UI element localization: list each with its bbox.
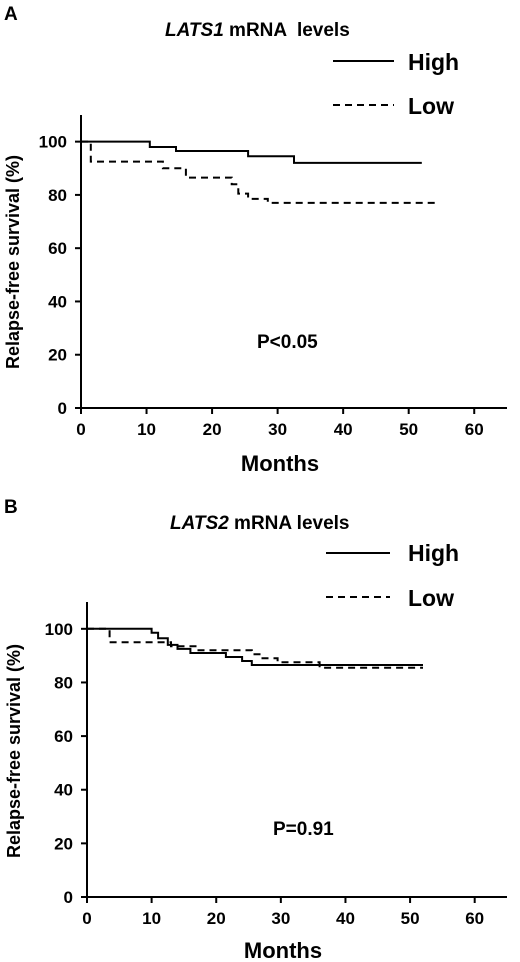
x-tick-label: 30 [271,909,290,928]
y-tick-label: 20 [48,346,67,365]
x-tick-label: 20 [203,420,222,439]
survival-curves [87,627,423,669]
y-tick-label: 0 [64,888,73,907]
y-tick-label: 80 [48,186,67,205]
y-tick-label: 40 [48,292,67,311]
survival-curve-high [87,627,423,666]
x-tick-label: 40 [334,420,353,439]
axes: 0 10 20 30 40 50 60 0 20 40 60 80 100 [45,602,507,928]
legend: High Low [326,540,459,611]
y-tick-label: 40 [54,781,73,800]
chart-title: LATS2 mRNA levels [170,513,350,534]
x-tick-label: 0 [82,909,91,928]
x-tick-label: 20 [207,909,226,928]
y-tick-label: 80 [54,673,73,692]
survival-curve-high [81,140,422,164]
panel-label: A [4,4,18,25]
panel-label: B [4,497,18,518]
axes: 0 10 20 30 40 50 60 0 20 40 60 80 100 [39,115,507,439]
y-tick-label: 100 [39,133,67,152]
x-axis-label: Months [244,938,322,962]
legend-label-low: Low [408,585,454,611]
x-tick-label: 50 [399,420,418,439]
x-tick-label: 60 [465,420,484,439]
y-tick-label: 0 [58,399,67,418]
survival-curve-low [87,627,423,669]
p-value-annotation: P<0.05 [257,332,318,353]
x-tick-label: 0 [76,420,85,439]
chart-title: LATS1 mRNA levels [165,20,350,41]
x-tick-label: 60 [465,909,484,928]
survival-curves [81,140,435,204]
y-tick-label: 60 [54,727,73,746]
legend: High Low [333,49,459,119]
legend-label-high: High [408,49,459,75]
y-axis-label: Relapse-free survival (%) [3,155,23,369]
chart-title-rest: mRNA levels [229,513,350,534]
y-axis-label: Relapse-free survival (%) [4,644,24,858]
x-tick-label: 40 [336,909,355,928]
p-value-annotation: P=0.91 [273,819,334,840]
x-tick-label: 50 [401,909,420,928]
legend-label-high: High [408,540,459,566]
survival-curve-low [81,140,435,204]
y-tick-label: 20 [54,834,73,853]
x-axis-label: Months [241,451,319,476]
chart-title-gene: LATS1 [165,20,224,41]
y-tick-label: 60 [48,239,67,258]
panel-b: B LATS2 mRNA levels High Low Relapse-fre… [4,497,507,962]
x-tick-label: 30 [268,420,287,439]
y-tick-label: 100 [45,620,73,639]
chart-title-rest: mRNA levels [224,20,350,41]
chart-title-gene: LATS2 [170,513,229,534]
x-tick-label: 10 [137,420,156,439]
legend-label-low: Low [408,93,454,119]
panel-a: A LATS1 mRNA levels High Low Relapse-fre… [3,4,507,476]
x-tick-label: 10 [142,909,161,928]
